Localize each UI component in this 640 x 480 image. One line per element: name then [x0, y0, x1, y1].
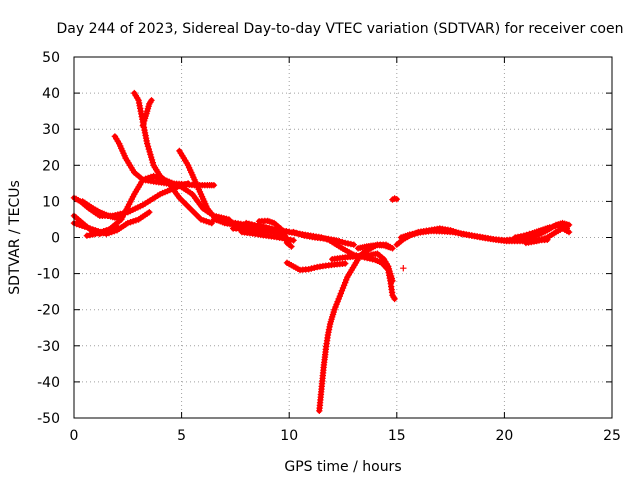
series-arc-e	[83, 223, 121, 239]
plot-frame	[73, 56, 613, 419]
y-tick-label: 20	[42, 158, 60, 174]
tick-labels: 0 5 10 15 20 25 -50 -40 -30 -20 -10 0 10 20 30 40 50	[37, 50, 621, 444]
series-arc-l	[230, 225, 289, 238]
y-tick-label: 10	[42, 194, 60, 210]
point-markers	[255, 217, 295, 250]
x-axis-label: GPS time / hours	[284, 459, 401, 475]
y-tick-label: 30	[42, 122, 60, 138]
point-markers	[230, 225, 289, 238]
series-arc-r	[329, 250, 396, 284]
point-markers	[283, 259, 349, 274]
point-markers	[354, 241, 394, 252]
y-tick-label: -40	[37, 375, 60, 391]
x-tick-label: 10	[280, 428, 298, 444]
series-arc-d	[79, 198, 125, 221]
point-markers	[79, 198, 125, 221]
y-tick-label: 50	[42, 50, 60, 66]
series-arc-x	[522, 225, 573, 247]
point-markers	[400, 265, 407, 272]
series-arc-h	[139, 97, 155, 129]
y-tick-label: 40	[42, 86, 60, 102]
x-tick-label: 20	[495, 428, 513, 444]
x-tick-label: 5	[177, 428, 186, 444]
point-markers	[83, 223, 121, 239]
y-tick-label: -20	[37, 303, 60, 319]
point-markers	[522, 225, 573, 247]
x-tick-label: 15	[388, 428, 406, 444]
series-arc-t	[354, 241, 394, 252]
point-markers	[139, 97, 155, 129]
y-tick-label: -50	[37, 411, 60, 427]
x-tick-label: 25	[603, 428, 621, 444]
x-tick-label: 0	[70, 428, 79, 444]
chart-title: Day 244 of 2023, Sidereal Day-to-day VTE…	[57, 21, 624, 37]
y-tick-label: 0	[51, 231, 60, 247]
y-tick-label: -30	[37, 339, 60, 355]
point-markers	[111, 133, 218, 189]
y-axis-label: SDTVAR / TECUs	[7, 180, 23, 295]
series-arc-o	[283, 259, 349, 274]
series-arc-n	[255, 217, 295, 250]
point-markers	[389, 195, 400, 203]
series-arc-y	[389, 195, 400, 203]
y-tick-label: -10	[37, 267, 60, 283]
data-series	[70, 89, 573, 414]
series-arc-z	[400, 265, 407, 272]
series-arc-g	[131, 89, 215, 227]
